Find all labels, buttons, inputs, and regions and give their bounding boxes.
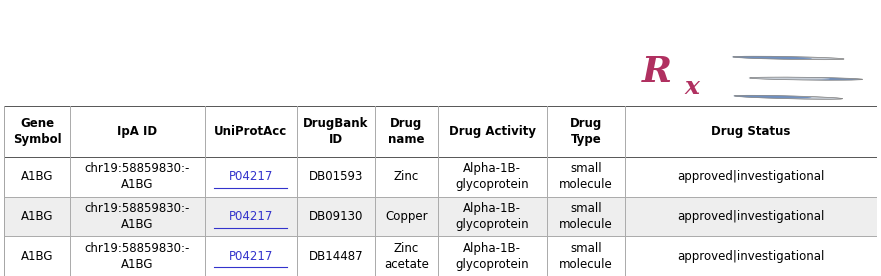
Text: IpA ID: IpA ID <box>117 125 158 138</box>
Text: Alpha-1B-
glycoprotein: Alpha-1B- glycoprotein <box>455 242 529 271</box>
Bar <box>4 157 877 197</box>
Text: chr19:58859830:-
A1BG: chr19:58859830:- A1BG <box>85 242 190 271</box>
Text: DrugBank
ID: DrugBank ID <box>303 117 368 146</box>
Ellipse shape <box>749 77 830 80</box>
Text: chr19:58859830:-
A1BG: chr19:58859830:- A1BG <box>85 163 190 192</box>
Text: approved|investigational: approved|investigational <box>677 210 825 223</box>
Ellipse shape <box>735 95 842 99</box>
Text: UniProtAcc: UniProtAcc <box>214 125 287 138</box>
Text: A1BG: A1BG <box>21 171 54 184</box>
Text: Drug Activity: Drug Activity <box>449 125 536 138</box>
Text: Gene
Symbol: Gene Symbol <box>13 117 62 146</box>
Text: chr19:58859830:-
A1BG: chr19:58859830:- A1BG <box>85 202 190 231</box>
Text: Drug
name: Drug name <box>389 117 425 146</box>
Ellipse shape <box>750 77 862 80</box>
Text: DB01593: DB01593 <box>308 171 363 184</box>
Text: A1BG: A1BG <box>21 250 54 263</box>
Text: DB14487: DB14487 <box>308 250 363 263</box>
Bar <box>4 197 877 236</box>
Text: P04217: P04217 <box>228 171 273 184</box>
Text: P04217: P04217 <box>228 250 273 263</box>
Text: small
molecule: small molecule <box>559 242 613 271</box>
Text: small
molecule: small molecule <box>559 202 613 231</box>
Ellipse shape <box>732 56 812 59</box>
Text: A1BG: A1BG <box>21 210 54 223</box>
Bar <box>4 106 877 157</box>
Text: Drug
Type: Drug Type <box>570 117 603 146</box>
Text: Alpha-1B-
glycoprotein: Alpha-1B- glycoprotein <box>455 202 529 231</box>
Text: IpA events related FDA approved-drugs: IpA events related FDA approved-drugs <box>277 12 604 27</box>
Text: Zinc
acetate: Zinc acetate <box>384 242 429 271</box>
Ellipse shape <box>733 95 811 99</box>
Text: Copper: Copper <box>385 210 428 223</box>
Text: approved|investigational: approved|investigational <box>677 250 825 263</box>
Text: Zinc: Zinc <box>394 171 419 184</box>
Text: R: R <box>641 55 671 89</box>
Text: Alpha-1B-
glycoprotein: Alpha-1B- glycoprotein <box>455 163 529 192</box>
Text: x: x <box>685 75 699 99</box>
Text: DB09130: DB09130 <box>308 210 363 223</box>
Bar <box>4 236 877 276</box>
Text: approved|investigational: approved|investigational <box>677 171 825 184</box>
Ellipse shape <box>733 56 844 60</box>
Text: small
molecule: small molecule <box>559 163 613 192</box>
Text: Drug Status: Drug Status <box>711 125 790 138</box>
Text: P04217: P04217 <box>228 210 273 223</box>
